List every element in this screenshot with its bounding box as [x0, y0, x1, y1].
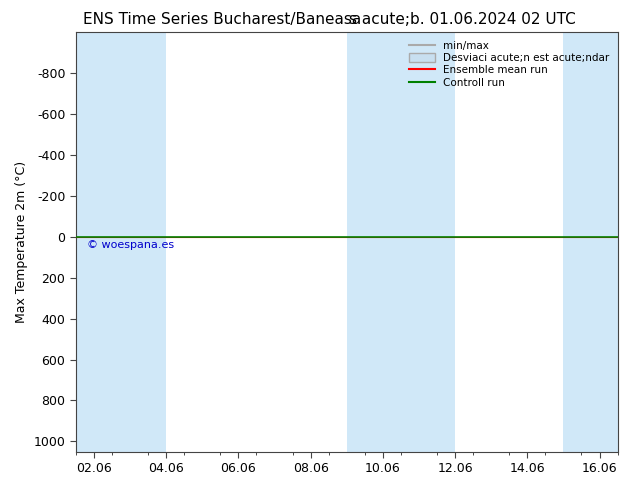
Text: © woespana.es: © woespana.es	[87, 240, 174, 250]
Bar	[76, 32, 130, 452]
Bar	[419, 32, 455, 452]
Legend: min/max, Desviaci acute;n est acute;ndar, Ensemble mean run, Controll run: min/max, Desviaci acute;n est acute;ndar…	[406, 37, 612, 91]
Bar	[564, 32, 618, 452]
Text: ENS Time Series Bucharest/Baneasa: ENS Time Series Bucharest/Baneasa	[83, 12, 361, 27]
Bar	[130, 32, 166, 452]
Text: s acute;b. 01.06.2024 02 UTC: s acute;b. 01.06.2024 02 UTC	[349, 12, 576, 27]
Bar	[347, 32, 419, 452]
Y-axis label: Max Temperature 2m (°C): Max Temperature 2m (°C)	[15, 161, 28, 323]
